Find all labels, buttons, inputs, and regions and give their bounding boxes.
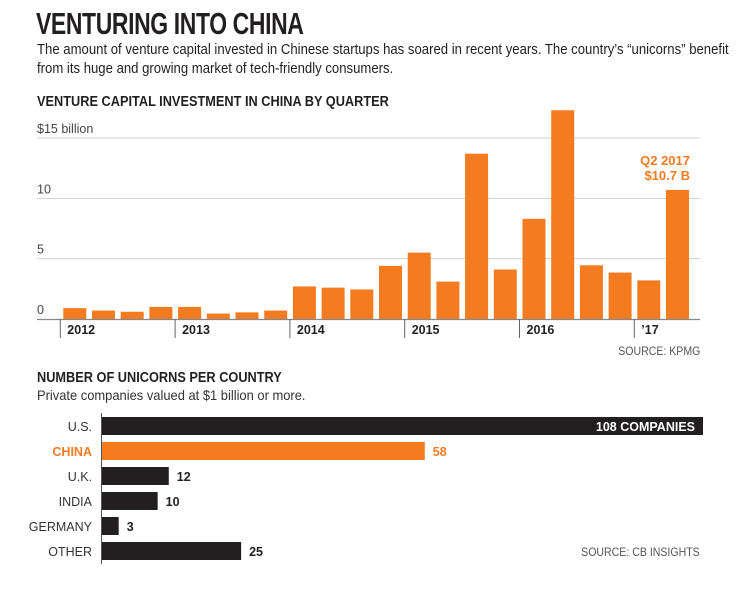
vc-source-note: SOURCE: KPMG [617,344,700,358]
year-label: 2013 [182,323,210,337]
value-label: 12 [177,470,191,484]
unicorn-bar [102,467,169,485]
vc-bar [178,306,202,319]
vc-bar [292,286,316,319]
vc-bar [407,252,431,319]
vc-bar [608,272,632,319]
unicorn-bar [102,517,119,535]
chart-title: VENTURING INTO CHINA [36,6,304,41]
y-tick-label: 10 [37,182,51,196]
year-label: ’17 [641,323,658,337]
unicorn-source-note: SOURCE: CB INSIGHTS [581,545,700,559]
vc-chart-title: VENTURE CAPITAL INVESTMENT IN CHINA BY Q… [37,94,389,110]
unicorn-bar [102,417,703,435]
vc-bar [666,189,689,319]
unicorn-bar [102,542,242,560]
vc-bar [350,289,374,319]
vc-bar [321,287,345,319]
unicorn-chart-title: NUMBER OF UNICORNS PER COUNTRY [37,370,282,386]
year-label: 2012 [67,323,95,337]
vc-bar [579,265,603,319]
value-label: 10 [166,495,180,509]
vc-bar [149,306,173,319]
year-label: 2016 [527,323,555,337]
unicorn-chart-subtitle: Private companies valued at $1 billion o… [37,388,306,403]
value-label: 3 [127,520,134,534]
vc-bar [235,312,259,319]
vc-bar [264,310,288,319]
annotation-label: Q2 2017 [640,153,690,168]
country-label: GERMANY [29,520,93,534]
value-label: 58 [433,445,447,459]
vc-bar [493,269,517,319]
vc-bar [436,281,460,319]
vc-bar [465,153,489,319]
value-label: 108 COMPANIES [596,420,695,434]
year-label: 2015 [412,323,440,337]
vc-bar [551,110,575,319]
vc-bar [522,218,546,319]
vc-bar-chart: 0 5 10 $15 billion 2012 2013 2014 2015 2016 ’17 Q2… [37,110,700,338]
y-tick-label: 0 [37,303,44,317]
annotation-label: $10.7 B [644,168,690,183]
vc-bar [120,311,144,319]
country-label: U.S. [68,420,92,434]
country-label: INDIA [59,495,93,509]
country-label: CHINA [52,445,92,459]
country-label: OTHER [48,545,92,559]
vc-bar [92,310,115,319]
unicorn-bar [102,492,158,510]
value-label: 25 [249,545,263,559]
year-label: 2014 [297,323,325,337]
vc-bar [637,280,661,319]
y-tick-label: $15 billion [37,122,93,136]
y-tick-label: 5 [37,243,44,257]
unicorn-bar [102,442,425,460]
vc-bar [379,265,402,319]
vc-bar [206,313,230,319]
country-label: U.K. [68,470,92,484]
chart-subtitle: The amount of venture capital invested i… [37,42,729,77]
vc-bar [63,308,87,319]
